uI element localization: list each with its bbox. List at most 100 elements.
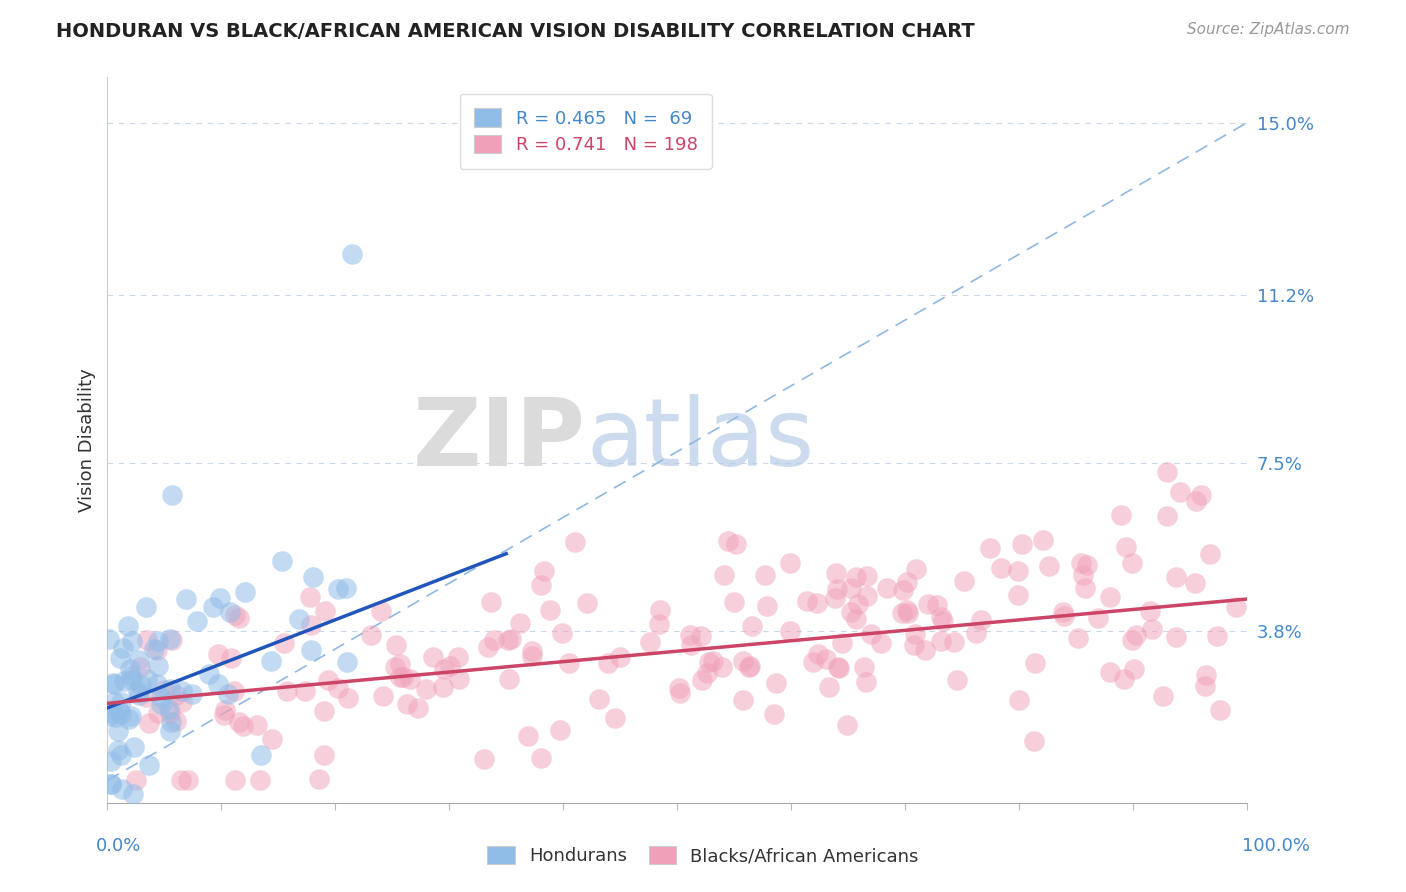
Point [890,606,912,620]
Point [824,591,846,606]
Point [779,624,801,638]
Point [903,627,925,641]
Point [702,654,724,668]
Point [648,617,671,632]
Text: ZIP: ZIP [413,394,586,486]
Point [135,600,157,615]
Point [100,754,122,768]
Point [110,706,132,721]
Point [328,681,350,695]
Point [839,605,862,619]
Point [725,536,748,550]
Point [1109,508,1132,523]
Point [690,629,713,643]
Point [530,751,553,765]
Point [186,614,208,628]
Point [389,657,412,671]
Point [1156,465,1178,479]
Point [129,660,152,674]
Point [710,660,733,674]
Legend: R = 0.465   N =  69, R = 0.741   N = 198: R = 0.465 N = 69, R = 0.741 N = 198 [460,94,711,169]
Point [1008,692,1031,706]
Point [779,557,801,571]
Point [121,634,143,648]
Point [170,684,193,698]
Point [214,703,236,717]
Point [856,569,879,583]
Point [110,695,132,709]
Point [1166,630,1188,644]
Point [1024,657,1046,671]
Point [160,715,183,730]
Point [326,582,349,596]
Point [246,718,269,732]
Point [101,706,124,721]
Point [177,773,200,788]
Point [150,698,173,712]
Point [681,639,703,653]
Point [124,740,146,755]
Point [713,568,735,582]
Text: Source: ZipAtlas.com: Source: ZipAtlas.com [1187,22,1350,37]
Point [740,659,762,673]
Point [233,584,256,599]
Point [111,781,134,796]
Point [439,659,461,673]
Point [1032,533,1054,548]
Point [294,684,316,698]
Point [432,680,454,694]
Point [103,676,125,690]
Point [170,695,193,709]
Point [679,628,702,642]
Point [299,617,322,632]
Point [276,683,298,698]
Text: 0.0%: 0.0% [96,837,141,855]
Point [896,603,918,617]
Point [270,554,292,568]
Point [1195,668,1218,682]
Point [897,606,920,620]
Point [588,692,610,706]
Point [1071,568,1094,582]
Point [218,605,240,619]
Point [273,636,295,650]
Point [143,642,166,657]
Point [891,583,914,598]
Point [696,665,718,680]
Point [1194,679,1216,693]
Point [1070,556,1092,570]
Point [1184,576,1206,591]
Point [103,695,125,709]
Point [818,680,841,694]
Point [548,723,571,737]
Point [731,654,754,668]
Point [174,591,197,606]
Point [806,597,828,611]
Point [198,666,221,681]
Point [160,488,183,502]
Point [360,628,382,642]
Point [299,642,322,657]
Point [551,625,574,640]
Point [609,650,631,665]
Point [224,684,246,698]
Point [1087,611,1109,625]
Point [669,686,692,700]
Point [831,636,853,650]
Point [869,635,891,649]
Point [558,657,581,671]
Point [398,673,420,687]
Point [224,607,246,622]
Point [1052,605,1074,619]
Point [148,706,170,720]
Point [125,773,148,788]
Point [1139,604,1161,618]
Point [990,561,1012,575]
Point [697,656,720,670]
Point [825,566,848,580]
Point [138,757,160,772]
Point [896,574,918,589]
Point [391,669,413,683]
Point [157,702,180,716]
Point [522,649,544,664]
